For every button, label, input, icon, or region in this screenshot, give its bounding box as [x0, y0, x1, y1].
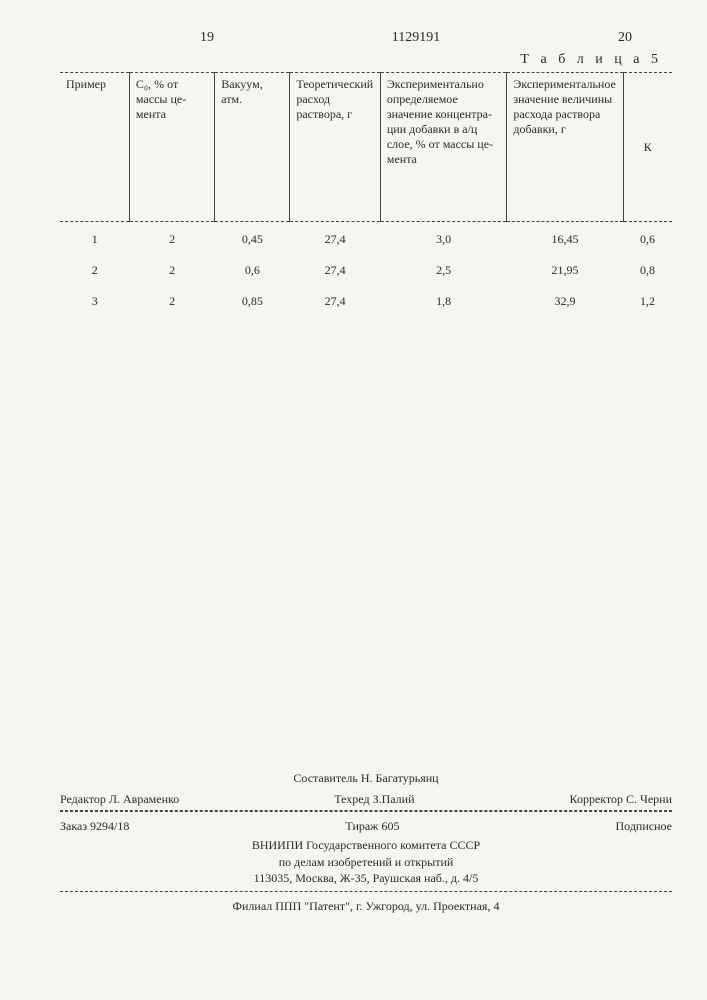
cell: 3: [60, 284, 129, 315]
editor: Редактор Л. Авраменко: [60, 791, 179, 808]
cell: 0,45: [215, 222, 290, 254]
org-address: 113035, Москва, Ж-35, Раушская наб., д. …: [60, 870, 672, 887]
cell: 1,2: [623, 284, 672, 315]
techred: Техред З.Палий: [334, 791, 414, 808]
col-header: Эксперимен­тальное значение величины рас…: [507, 73, 623, 222]
cell: 1,8: [380, 284, 507, 315]
cell: 3,0: [380, 222, 507, 254]
page-number-left: 19: [200, 30, 214, 46]
col-header: С₀, % от массы це­мента: [129, 73, 214, 222]
compiler: Составитель Н. Багатурьянц: [293, 770, 438, 787]
table-body: 1 2 0,45 27,4 3,0 16,45 0,6 2 2 0,6 27,4…: [60, 222, 672, 332]
table-row: 2 2 0,6 27,4 2,5 21,95 0,8: [60, 253, 672, 284]
cell: 0,85: [215, 284, 290, 315]
cell: 16,45: [507, 222, 623, 254]
circulation: Тираж 605: [345, 818, 399, 835]
cell: 27,4: [290, 253, 381, 284]
page-container: 19 1129191 20 Т а б л и ц а 5 Пример С₀,…: [0, 0, 707, 1000]
table-bottom-rule: [60, 315, 672, 331]
data-table: Пример С₀, % от массы це­мента Вакуум, а…: [60, 72, 672, 331]
cell: 0,6: [215, 253, 290, 284]
col-header: Пример: [60, 73, 129, 222]
cell: 21,95: [507, 253, 623, 284]
table-row: 3 2 0,85 27,4 1,8 32,9 1,2: [60, 284, 672, 315]
imprint-block: Составитель Н. Багатурьянц Редактор Л. А…: [60, 768, 672, 915]
org-line-2: по делам изобретений и открытий: [60, 854, 672, 871]
table-header-row: Пример С₀, % от массы це­мента Вакуум, а…: [60, 73, 672, 222]
cell: 2: [129, 222, 214, 254]
col-header: Теорети­ческий расход раствора, г: [290, 73, 381, 222]
subscription: Подписное: [616, 818, 673, 835]
cell: 32,9: [507, 284, 623, 315]
branch-line: Филиал ППП "Патент", г. Ужгород, ул. Про…: [60, 892, 672, 915]
col-header: Вакуум, атм.: [215, 73, 290, 222]
cell: 2: [129, 284, 214, 315]
org-line-1: ВНИИПИ Государственного комитета СССР: [60, 837, 672, 854]
corrector: Корректор С. Черни: [570, 791, 672, 808]
cell: 2,5: [380, 253, 507, 284]
col-header: К: [623, 73, 672, 222]
table-caption: Т а б л и ц а 5: [60, 52, 672, 68]
cell: 1: [60, 222, 129, 254]
col-header: Эксперимен­тально оп­ределяемое значение…: [380, 73, 507, 222]
order-number: Заказ 9294/18: [60, 818, 129, 835]
table-row: 1 2 0,45 27,4 3,0 16,45 0,6: [60, 222, 672, 254]
cell: 0,6: [623, 222, 672, 254]
header-row: 19 1129191 20: [60, 30, 672, 46]
cell: 2: [60, 253, 129, 284]
document-number: 1129191: [392, 30, 440, 46]
page-number-right: 20: [618, 30, 632, 46]
cell: 2: [129, 253, 214, 284]
cell: 0,8: [623, 253, 672, 284]
cell: 27,4: [290, 222, 381, 254]
cell: 27,4: [290, 284, 381, 315]
